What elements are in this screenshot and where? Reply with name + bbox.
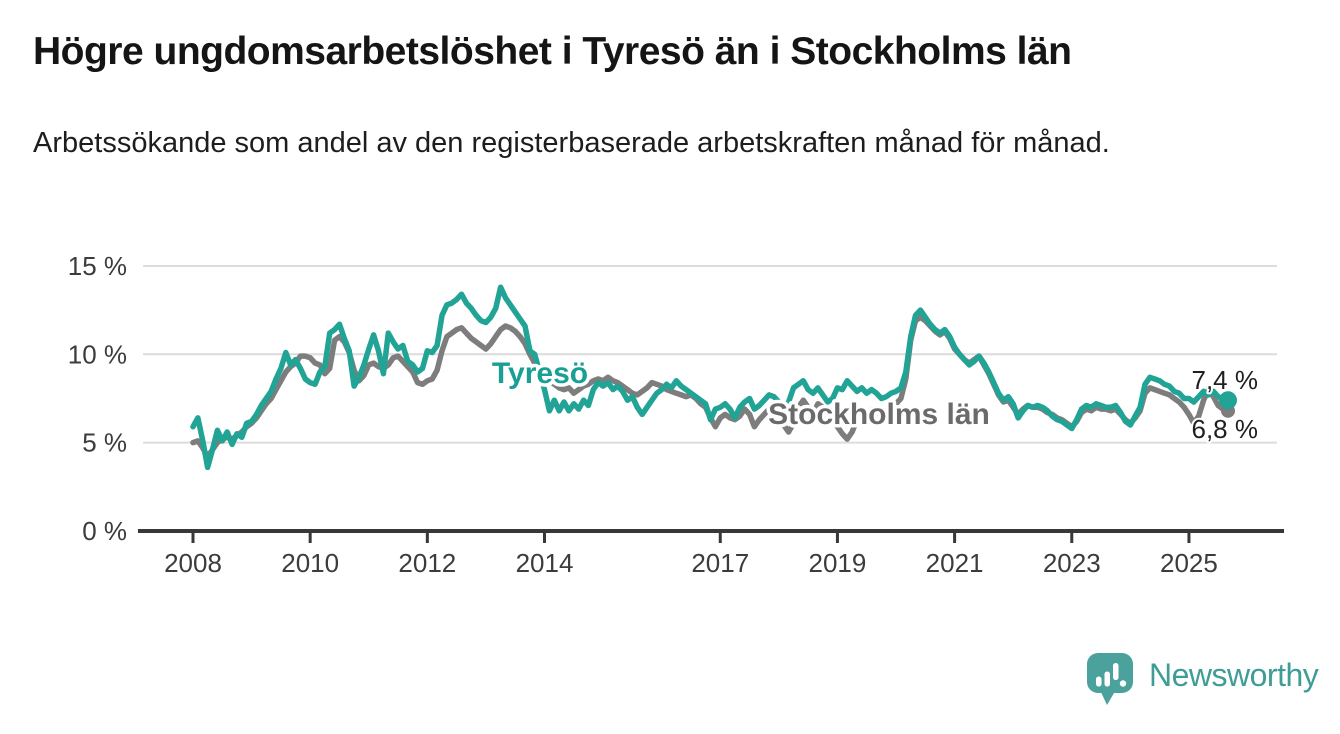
tyreso-end-value-label: 7,4 % bbox=[1192, 365, 1259, 395]
x-tick-label-2012: 2012 bbox=[398, 548, 456, 578]
x-tick-label-2019: 2019 bbox=[809, 548, 867, 578]
newsworthy-branding: Newsworthy bbox=[1086, 652, 1319, 706]
chart-subtitle: Arbetssökande som andel av den registerb… bbox=[33, 127, 1110, 159]
y-tick-label-5: 5 % bbox=[82, 428, 127, 458]
x-tick-label-2021: 2021 bbox=[926, 548, 984, 578]
x-tick-label-2017: 2017 bbox=[691, 548, 749, 578]
stockholms-lan-end-value-label: 6,8 % bbox=[1192, 414, 1259, 444]
logo-exclamation-dot bbox=[1119, 680, 1127, 687]
x-tick-label-2014: 2014 bbox=[516, 548, 574, 578]
newsworthy-wordmark: Newsworthy bbox=[1149, 656, 1319, 693]
tyreso-end-dot bbox=[1219, 391, 1237, 410]
x-tick-label-2025: 2025 bbox=[1160, 548, 1218, 578]
logo-bar-medium bbox=[1104, 671, 1110, 687]
x-tick-label-2010: 2010 bbox=[281, 548, 339, 578]
x-tick-label-2023: 2023 bbox=[1043, 548, 1101, 578]
y-tick-label-15: 15 % bbox=[68, 251, 127, 281]
tyreso-line bbox=[190, 284, 1231, 471]
stockholms-lan-line bbox=[190, 314, 1231, 460]
chart-title: Högre ungdomsarbetslöshet i Tyresö än i … bbox=[33, 30, 1072, 73]
stockholms-lan-series-label: Stockholms län bbox=[768, 398, 990, 431]
logo-bar-small bbox=[1096, 676, 1102, 687]
x-tick-label-2008: 2008 bbox=[164, 548, 222, 578]
y-tick-label-10: 10 % bbox=[68, 339, 127, 369]
logo-exclamation-stem bbox=[1113, 663, 1119, 680]
tyreso-series-label: Tyresö bbox=[492, 357, 588, 390]
newsworthy-logo-icon bbox=[1087, 653, 1133, 705]
y-tick-label-0: 0 % bbox=[82, 516, 127, 546]
